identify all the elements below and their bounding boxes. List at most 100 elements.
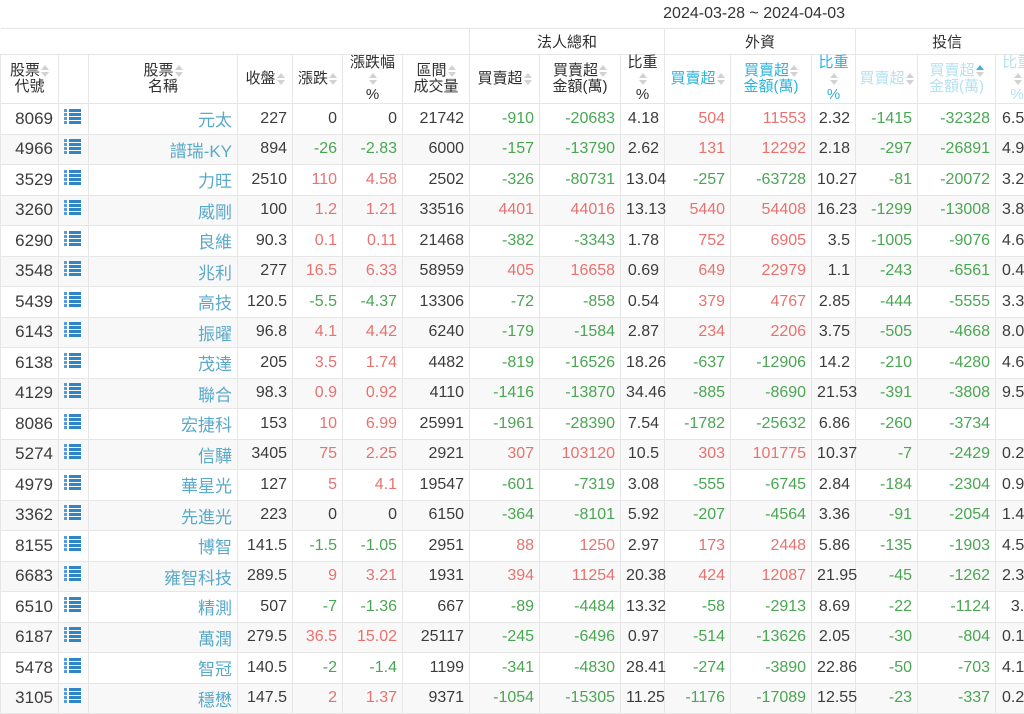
sort-arrows-icon[interactable]	[175, 64, 183, 78]
col-header-foreign-net-amount[interactable]: 買賣超金額(萬)	[731, 54, 812, 104]
col-header-foreign-ratio[interactable]: 比重%	[812, 54, 856, 104]
cell-stock-name[interactable]: 精測	[89, 592, 238, 623]
cell-stock-name[interactable]: 元太	[89, 104, 238, 135]
list-icon[interactable]	[64, 475, 81, 490]
cell-row-menu[interactable]	[59, 439, 89, 470]
sort-arrows-icon[interactable]	[524, 72, 532, 86]
cell-row-menu[interactable]	[59, 592, 89, 623]
cell-stock-name[interactable]: 良維	[89, 226, 238, 257]
cell-stock-name[interactable]: 信驊	[89, 439, 238, 470]
list-icon[interactable]	[64, 536, 81, 551]
list-icon[interactable]	[64, 261, 81, 276]
list-icon[interactable]	[64, 109, 81, 124]
list-icon[interactable]	[64, 658, 81, 673]
cell-stock-name[interactable]: 博智	[89, 531, 238, 562]
sort-arrows-icon[interactable]	[1014, 72, 1022, 86]
cell-stock-name[interactable]: 兆利	[89, 256, 238, 287]
sort-arrows-icon[interactable]	[790, 64, 798, 78]
col-header-trust-net-amount[interactable]: 買賣超金額(萬)	[918, 54, 996, 104]
cell-row-menu[interactable]	[59, 165, 89, 196]
col-header-stock-code[interactable]: 股票代號	[1, 54, 59, 104]
list-icon[interactable]	[64, 322, 81, 337]
list-icon[interactable]	[64, 383, 81, 398]
cell-row-menu[interactable]	[59, 653, 89, 684]
sort-arrows-icon[interactable]	[830, 72, 838, 86]
col-header-volume[interactable]: 區間成交量	[403, 54, 470, 104]
cell-stock-name[interactable]: 萬潤	[89, 622, 238, 653]
col-header-close[interactable]: 收盤	[238, 54, 293, 104]
col-header-total-net[interactable]: 買賣超	[470, 54, 540, 104]
sort-arrows-icon[interactable]	[599, 64, 607, 78]
sort-arrows-icon[interactable]	[41, 64, 49, 78]
cell-row-menu[interactable]	[59, 409, 89, 440]
list-icon[interactable]	[64, 200, 81, 215]
sort-arrows-icon[interactable]	[448, 64, 456, 78]
cell-stock-name[interactable]: 聯合	[89, 378, 238, 409]
cell-row-menu[interactable]	[59, 561, 89, 592]
col-header-trust-net[interactable]: 買賣超	[856, 54, 918, 104]
col-header-change-pct[interactable]: 漲跌幅%	[343, 54, 403, 104]
cell-row-menu[interactable]	[59, 226, 89, 257]
cell-row-menu[interactable]	[59, 348, 89, 379]
list-icon[interactable]	[64, 231, 81, 246]
cell-stock-name[interactable]: 雍智科技	[89, 561, 238, 592]
cell-stock-name[interactable]: 高技	[89, 287, 238, 318]
sort-arrows-icon[interactable]	[329, 72, 337, 86]
cell-row-menu[interactable]	[59, 317, 89, 348]
col-header-total-net-amount[interactable]: 買賣超金額(萬)	[540, 54, 621, 104]
cell-stock-name[interactable]: 穩懋	[89, 683, 238, 714]
cell-stock-name[interactable]: 先進光	[89, 500, 238, 531]
cell-stock-name[interactable]: 威剛	[89, 195, 238, 226]
cell-stock-name[interactable]: 華星光	[89, 470, 238, 501]
cell-row-menu[interactable]	[59, 531, 89, 562]
list-icon[interactable]	[64, 505, 81, 520]
list-icon[interactable]	[64, 566, 81, 581]
cell-row-menu[interactable]	[59, 683, 89, 714]
cell-row-menu[interactable]	[59, 500, 89, 531]
cell-row-menu[interactable]	[59, 195, 89, 226]
list-icon[interactable]	[64, 292, 81, 307]
list-icon[interactable]	[64, 414, 81, 429]
list-icon[interactable]	[64, 444, 81, 459]
list-icon[interactable]	[64, 139, 81, 154]
col-header-change[interactable]: 漲跌	[293, 54, 343, 104]
cell-row-menu[interactable]	[59, 134, 89, 165]
col-header-stock-name[interactable]: 股票名稱	[89, 54, 238, 104]
cell-stock-name[interactable]: 力旺	[89, 165, 238, 196]
cell-row-menu[interactable]	[59, 256, 89, 287]
cell-stock-name[interactable]: 宏捷科	[89, 409, 238, 440]
sort-arrows-icon[interactable]	[906, 72, 914, 86]
sort-arrows-icon[interactable]	[277, 72, 285, 86]
cell-row-menu[interactable]	[59, 622, 89, 653]
col-header-foreign-net[interactable]: 買賣超	[665, 54, 731, 104]
sort-arrows-icon-active[interactable]	[976, 64, 984, 78]
list-icon[interactable]	[64, 688, 81, 703]
cell-stock-name[interactable]: 智冠	[89, 653, 238, 684]
list-icon[interactable]	[64, 597, 81, 612]
sort-arrows-icon[interactable]	[369, 72, 377, 86]
cell-stock-name[interactable]: 茂達	[89, 348, 238, 379]
list-icon[interactable]	[64, 353, 81, 368]
cell-stock-name[interactable]: 譜瑞-KY	[89, 134, 238, 165]
list-icon[interactable]	[64, 627, 81, 642]
cell-row-menu[interactable]	[59, 470, 89, 501]
cell-row-menu[interactable]	[59, 287, 89, 318]
